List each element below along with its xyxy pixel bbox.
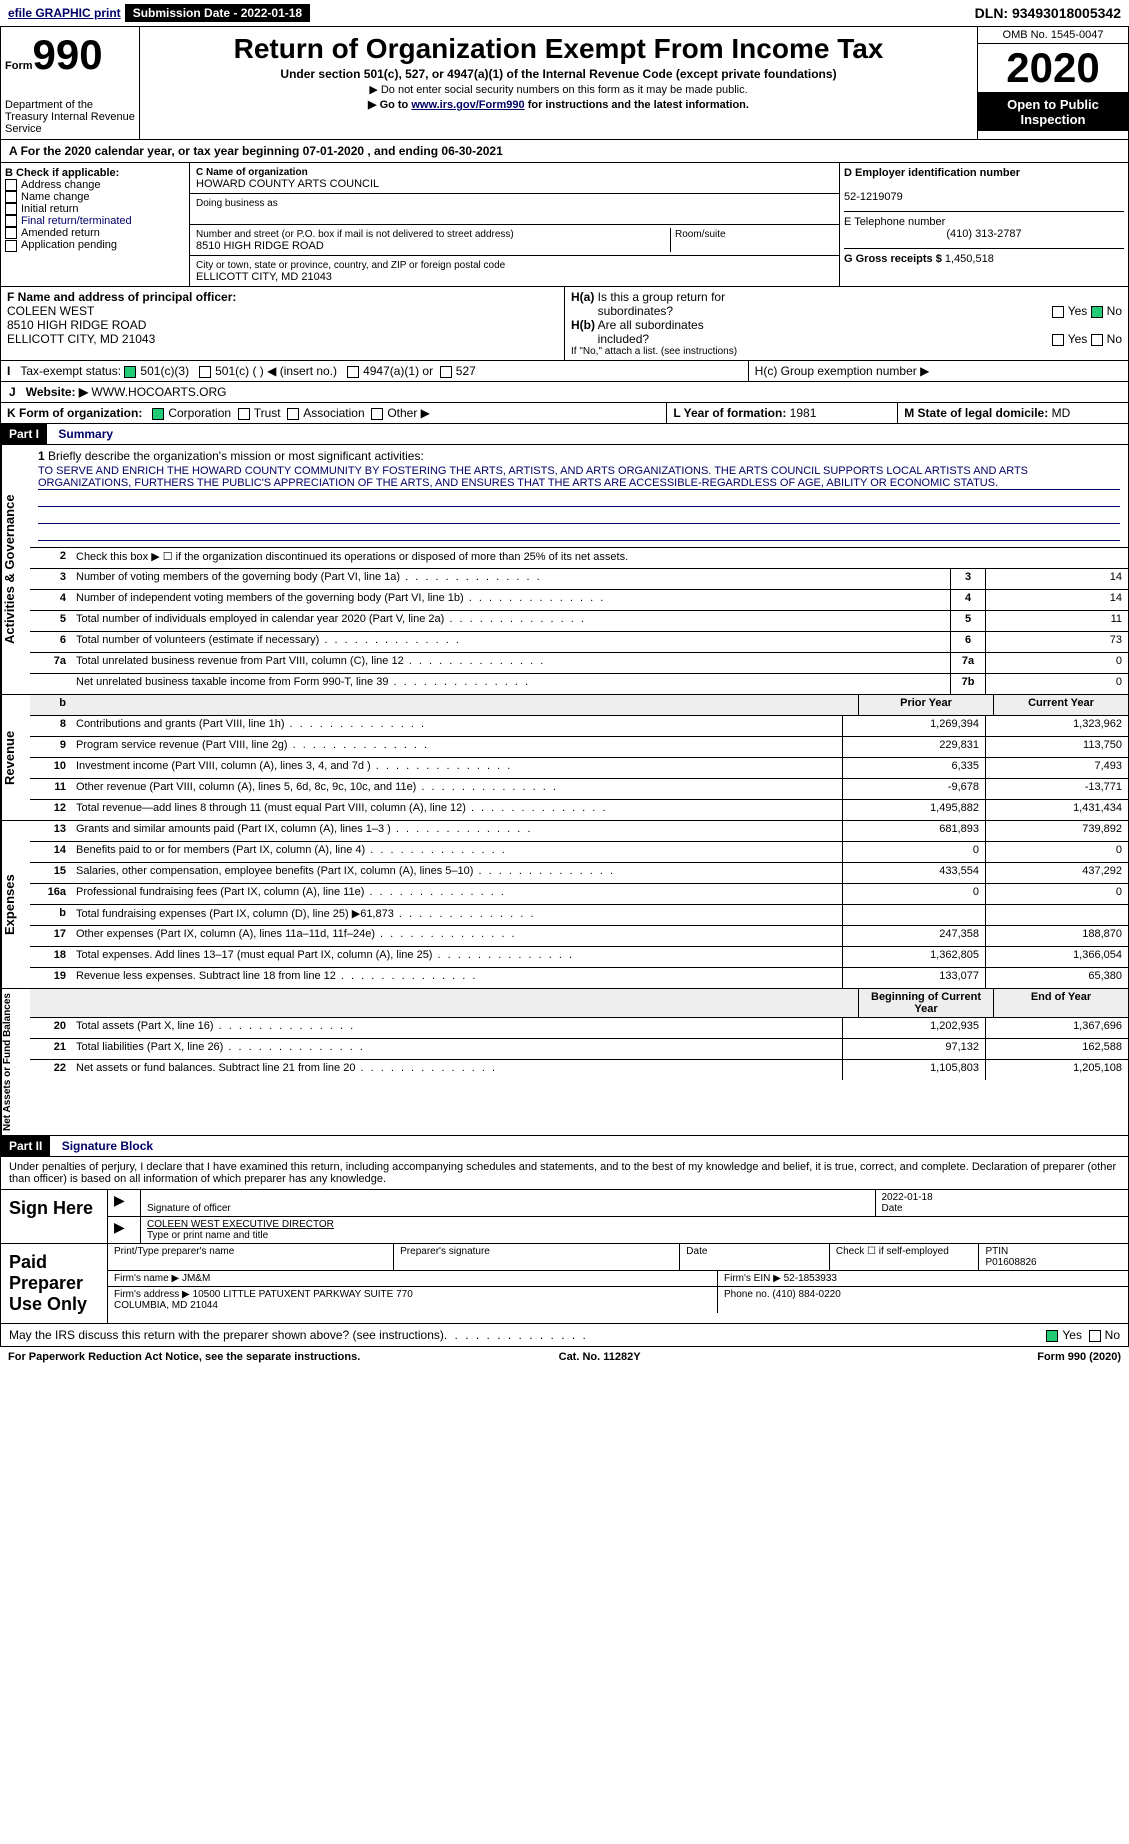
city-cell: City or town, state or province, country… bbox=[190, 256, 839, 286]
form-subtitle: Under section 501(c), 527, or 4947(a)(1)… bbox=[144, 67, 973, 81]
data-line: 18Total expenses. Add lines 13–17 (must … bbox=[30, 947, 1128, 968]
perjury-declaration: Under penalties of perjury, I declare th… bbox=[0, 1157, 1129, 1190]
data-line: 17Other expenses (Part IX, column (A), l… bbox=[30, 926, 1128, 947]
data-line: 20Total assets (Part X, line 16)1,202,93… bbox=[30, 1018, 1128, 1039]
firm-addr-cell: Firm's address ▶ 10500 LITTLE PATUXENT P… bbox=[108, 1287, 718, 1313]
current-year-header: Current Year bbox=[993, 695, 1128, 715]
data-line: 21Total liabilities (Part X, line 26)97,… bbox=[30, 1039, 1128, 1060]
data-line: 13Grants and similar amounts paid (Part … bbox=[30, 821, 1128, 842]
public-inspection: Open to Public Inspection bbox=[978, 93, 1128, 131]
year-formation: L Year of formation: 1981 bbox=[667, 403, 898, 423]
dba-cell: Doing business as bbox=[190, 194, 839, 225]
ptin-cell: PTINP01608826 bbox=[979, 1244, 1128, 1270]
data-line: Net unrelated business taxable income fr… bbox=[30, 674, 1128, 694]
paid-preparer-label: Paid Preparer Use Only bbox=[1, 1244, 108, 1323]
dept-treasury: Department of the Treasury Internal Reve… bbox=[5, 99, 135, 135]
website-row: J Website: ▶ WWW.HOCOARTS.ORG bbox=[0, 382, 1129, 403]
prep-name-header: Print/Type preparer's name bbox=[108, 1244, 394, 1270]
form-number: Form990 bbox=[5, 31, 135, 79]
prep-date-header: Date bbox=[680, 1244, 830, 1270]
data-line: 5Total number of individuals employed in… bbox=[30, 611, 1128, 632]
tax-exempt-status: I Tax-exempt status: 501(c)(3) 501(c) ( … bbox=[1, 361, 749, 381]
arrow-icon: ▶ bbox=[114, 1219, 125, 1235]
tax-year: 2020 bbox=[978, 44, 1128, 93]
gross-receipts: G Gross receipts $ 1,450,518 bbox=[844, 253, 1124, 265]
firm-ein-cell: Firm's EIN ▶ 52-1853933 bbox=[718, 1271, 1128, 1286]
vlabel-expenses: Expenses bbox=[1, 821, 30, 988]
beg-year-header: Beginning of Current Year bbox=[858, 989, 993, 1017]
data-line: 15Salaries, other compensation, employee… bbox=[30, 863, 1128, 884]
prior-year-header: Prior Year bbox=[858, 695, 993, 715]
org-name-cell: C Name of organization HOWARD COUNTY ART… bbox=[190, 163, 839, 194]
section-h: H(a) Is this a group return for subordin… bbox=[565, 287, 1128, 360]
part1-header: Part I bbox=[1, 424, 47, 444]
data-line: 7aTotal unrelated business revenue from … bbox=[30, 653, 1128, 674]
vlabel-governance: Activities & Governance bbox=[1, 445, 30, 694]
data-line: 19Revenue less expenses. Subtract line 1… bbox=[30, 968, 1128, 988]
self-employed-check: Check ☐ if self-employed bbox=[830, 1244, 980, 1270]
vlabel-revenue: Revenue bbox=[1, 695, 30, 820]
ssn-note: ▶ Do not enter social security numbers o… bbox=[144, 83, 973, 96]
prep-sig-header: Preparer's signature bbox=[394, 1244, 680, 1270]
section-b: B Check if applicable: Address change Na… bbox=[1, 163, 190, 286]
section-hc: H(c) Group exemption number ▶ bbox=[749, 361, 1128, 381]
data-line: bTotal fundraising expenses (Part IX, co… bbox=[30, 905, 1128, 926]
tax-period: A For the 2020 calendar year, or tax yea… bbox=[0, 140, 1129, 163]
form-page: Form 990 (2020) bbox=[1037, 1351, 1121, 1363]
data-line: 22Net assets or fund balances. Subtract … bbox=[30, 1060, 1128, 1080]
end-year-header: End of Year bbox=[993, 989, 1128, 1017]
officer-name: COLEEN WEST EXECUTIVE DIRECTOR bbox=[147, 1219, 334, 1230]
data-line: 10Investment income (Part VIII, column (… bbox=[30, 758, 1128, 779]
arrow-icon: ▶ bbox=[114, 1192, 125, 1208]
part2-header: Part II bbox=[1, 1136, 50, 1156]
ein-cell: D Employer identification number 52-1219… bbox=[844, 167, 1124, 212]
data-line: 8Contributions and grants (Part VIII, li… bbox=[30, 716, 1128, 737]
sign-here-label: Sign Here bbox=[1, 1190, 108, 1243]
efile-print-link[interactable]: efile GRAPHIC print bbox=[8, 6, 121, 20]
paperwork-notice: For Paperwork Reduction Act Notice, see … bbox=[8, 1351, 360, 1363]
part2-name: Signature Block bbox=[54, 1139, 153, 1153]
mission-block: 1 Briefly describe the organization's mi… bbox=[30, 445, 1128, 548]
part1-name: Summary bbox=[50, 427, 113, 441]
data-line: 6Total number of volunteers (estimate if… bbox=[30, 632, 1128, 653]
data-line: 11Other revenue (Part VIII, column (A), … bbox=[30, 779, 1128, 800]
submission-date: Submission Date - 2022-01-18 bbox=[125, 4, 310, 22]
form-of-org: K Form of organization: Corporation Trus… bbox=[1, 403, 667, 423]
officer-cell: F Name and address of principal officer:… bbox=[1, 287, 565, 360]
data-line: 16aProfessional fundraising fees (Part I… bbox=[30, 884, 1128, 905]
instructions-note: ▶ Go to www.irs.gov/Form990 for instruct… bbox=[144, 98, 973, 111]
data-line: 12Total revenue—add lines 8 through 11 (… bbox=[30, 800, 1128, 820]
phone-cell: E Telephone number (410) 313-2787 bbox=[844, 216, 1124, 249]
vlabel-net-assets: Net Assets or Fund Balances bbox=[1, 989, 30, 1135]
omb-number: OMB No. 1545-0047 bbox=[978, 27, 1128, 44]
row-b: b bbox=[30, 695, 72, 715]
data-line: 14Benefits paid to or for members (Part … bbox=[30, 842, 1128, 863]
discuss-row: May the IRS discuss this return with the… bbox=[1, 1324, 1128, 1346]
data-line: 3Number of voting members of the governi… bbox=[30, 569, 1128, 590]
firm-name-cell: Firm's name ▶ JM&M bbox=[108, 1271, 718, 1286]
line2: Check this box ▶ ☐ if the organization d… bbox=[72, 548, 1128, 568]
firm-phone-cell: Phone no. (410) 884-0220 bbox=[718, 1287, 1128, 1313]
address-cell: Number and street (or P.O. box if mail i… bbox=[190, 225, 839, 256]
cat-no: Cat. No. 11282Y bbox=[559, 1351, 641, 1363]
irs-link[interactable]: www.irs.gov/Form990 bbox=[411, 99, 524, 111]
state-domicile: M State of legal domicile: MD bbox=[898, 403, 1128, 423]
data-line: 4Number of independent voting members of… bbox=[30, 590, 1128, 611]
data-line: 9Program service revenue (Part VIII, lin… bbox=[30, 737, 1128, 758]
form-title: Return of Organization Exempt From Incom… bbox=[144, 33, 973, 65]
dln: DLN: 93493018005342 bbox=[975, 5, 1121, 21]
